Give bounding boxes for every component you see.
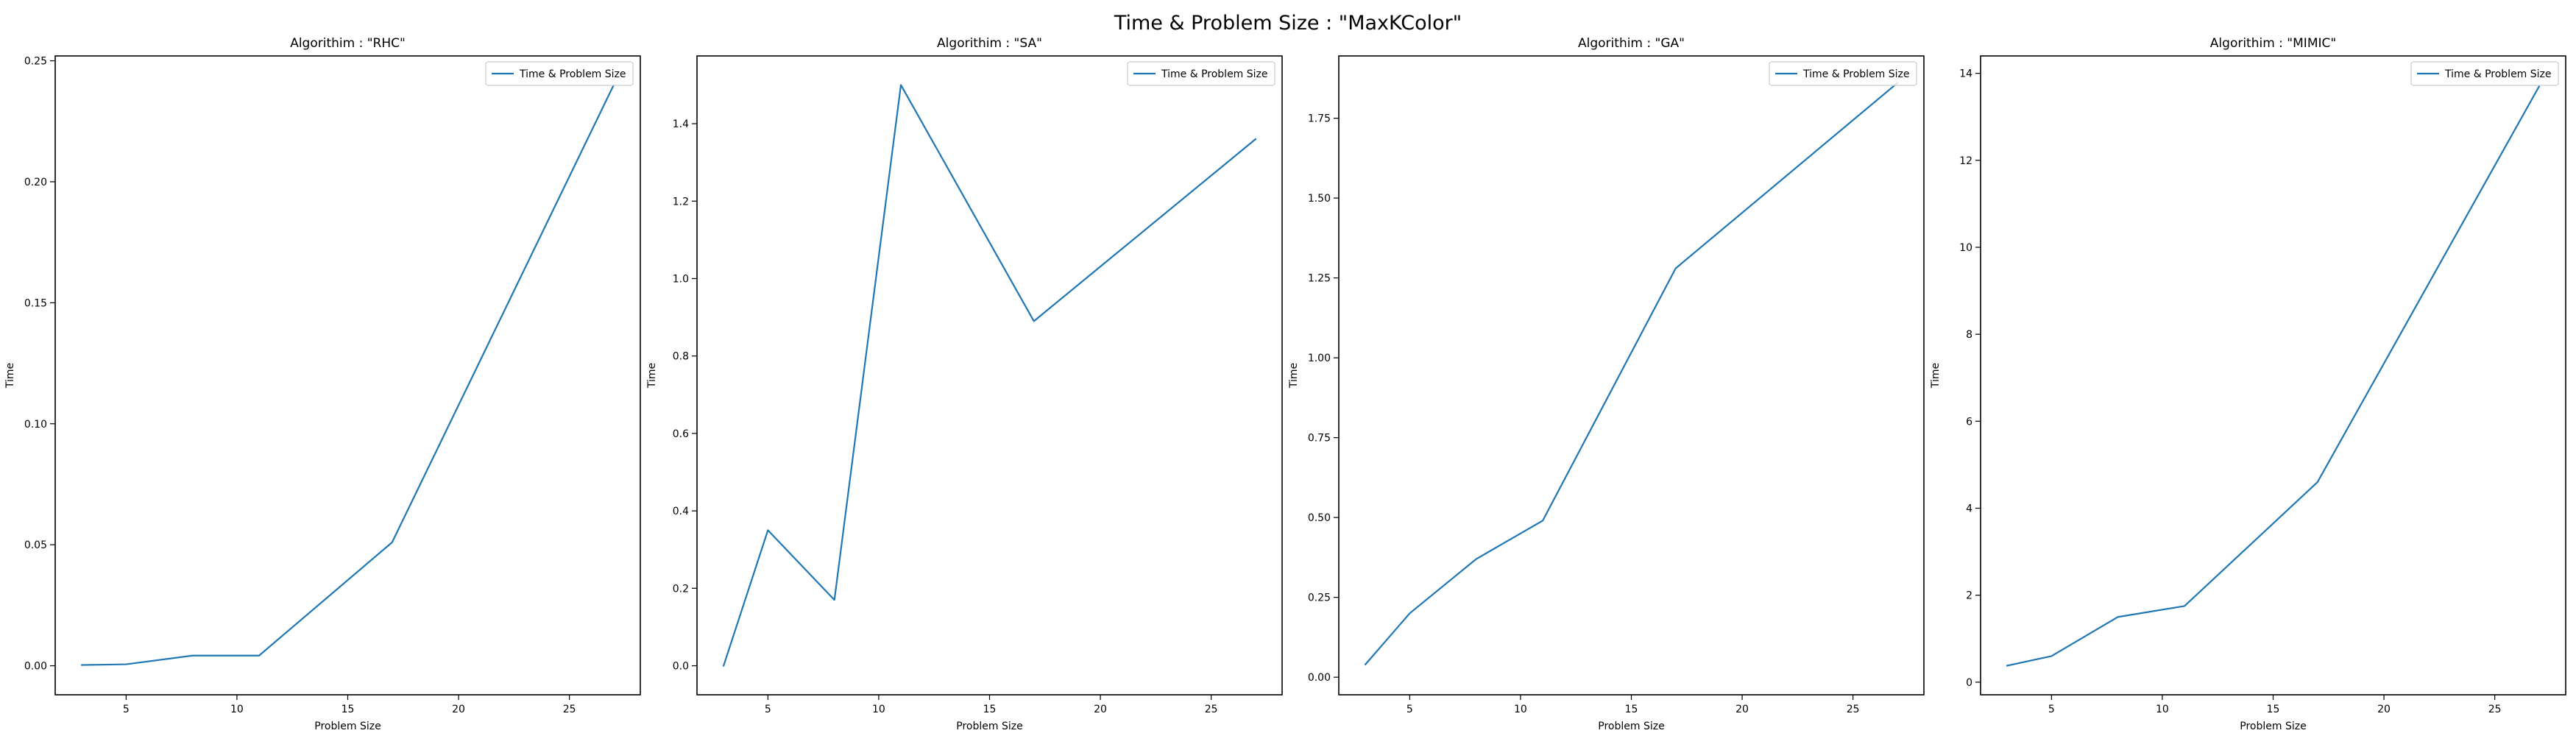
chart-2-ylabel: Time: [1288, 363, 1300, 389]
chart-3-xtick-label-4: 25: [2488, 704, 2502, 715]
chart-0-ytick-label-2: 0.10: [24, 419, 47, 431]
chart-0-title: Algorithim : "RHC": [290, 36, 406, 51]
chart-2-xtick-label-3: 20: [1735, 704, 1749, 715]
chart-0-xtick-label-2: 15: [342, 704, 355, 715]
chart-1-ytick-label-5: 1.0: [673, 273, 689, 285]
chart-1-ytick-label-6: 1.2: [673, 196, 689, 208]
chart-0-legend-label: Time & Problem Size: [519, 68, 626, 80]
chart-2-xlabel: Problem Size: [1598, 721, 1664, 732]
chart-0-xlabel: Problem Size: [314, 721, 381, 732]
subplots: 5 10 15 20 250.000.050.100.150.200.25Problem…: [4, 36, 2566, 732]
chart-1-legend-label: Time & Problem Size: [1161, 68, 1268, 80]
chart-3-legend-label: Time & Problem Size: [2444, 68, 2552, 80]
chart-3-ytick-label-4: 8: [1966, 329, 1972, 341]
chart-0-series-line-0: [81, 83, 615, 666]
chart-3-ytick-label-3: 6: [1966, 416, 1972, 428]
chart-2-xtick-label-1: 10: [1514, 704, 1527, 715]
chart-1-series-line-0: [722, 84, 1257, 667]
chart-2-legend: Time & Problem Size: [1769, 61, 1917, 86]
chart-0-ytick-label-5: 0.25: [24, 56, 47, 68]
chart-0-xtick-label-3: 20: [452, 704, 465, 715]
chart-1-xtick-label-1: 10: [872, 704, 885, 715]
chart-2-ytick-label-7: 1.75: [1308, 113, 1331, 125]
chart-0-xtick-label-4: 25: [563, 704, 576, 715]
chart-3-xtick-label-3: 20: [2377, 704, 2391, 715]
chart-3-legend: Time & Problem Size: [2410, 61, 2559, 86]
chart-3-ytick-label-0: 0: [1966, 677, 1972, 689]
chart-3-xtick-label-0: 5: [2048, 704, 2055, 715]
chart-1-ylabel: Time: [646, 363, 658, 389]
chart-1-xtick-label-4: 25: [1205, 704, 1218, 715]
chart-0-legend-box: [485, 61, 634, 86]
chart-1-ytick-label-4: 0.8: [673, 351, 689, 363]
chart-2-xtick-label-2: 15: [1625, 704, 1638, 715]
chart-1-ytick-label-7: 1.4: [673, 118, 689, 130]
chart-3-series-line-0: [2006, 85, 2541, 667]
chart-0-ytick-label-4: 0.20: [24, 177, 47, 188]
chart-0-ylabel: Time: [4, 363, 16, 389]
chart-3-axes: 5 10 15 20 25 0 2 4 6 8 10 12 14 Problem Size Time Algo…: [1930, 36, 2566, 732]
chart-2-ytick-label-2: 0.50: [1308, 512, 1331, 524]
chart-2-ytick-label-5: 1.25: [1308, 273, 1331, 285]
chart-3-ytick-label-5: 10: [1959, 242, 1972, 254]
chart-2-ytick-label-6: 1.50: [1308, 193, 1331, 205]
chart-3-ytick-label-2: 4: [1966, 503, 1972, 515]
chart-1-xtick-label-0: 5: [765, 704, 771, 715]
chart-3-xlabel: Problem Size: [2240, 721, 2306, 732]
chart-2-legend-label: Time & Problem Size: [1802, 68, 1910, 80]
figure-suptitle: Time & Problem Size : "MaxKColor": [1114, 12, 1462, 35]
chart-3-ylabel: Time: [1930, 363, 1942, 389]
chart-2-title: Algorithim : "GA": [1578, 36, 1685, 51]
chart-2-xtick-label-0: 5: [1406, 704, 1413, 715]
chart-2-ytick-label-3: 0.75: [1308, 433, 1331, 445]
chart-2-legend-box: [1769, 61, 1917, 86]
chart-0-xtick-label-0: 5: [123, 704, 130, 715]
chart-1-xlabel: Problem Size: [956, 721, 1022, 732]
chart-0-legend: Time & Problem Size: [485, 61, 634, 86]
chart-3-xtick-label-1: 10: [2156, 704, 2169, 715]
chart-0-xtick-label-1: 10: [230, 704, 244, 715]
chart-1-ytick-label-3: 0.6: [673, 428, 689, 440]
chart-1-axes: 5 10 15 20 25 0.0 0.2 0.4 0.6 0.8 1.0 1.2 1.4 Problem…: [646, 36, 1283, 732]
chart-2-axes: 5 10 15 20 25 0.00 0.25 0.50 0.75 1.00 1.25 1.50 1.7…: [1288, 36, 1925, 732]
chart-3-legend-box: [2410, 61, 2559, 86]
chart-0-axes: 5 10 15 20 25 0.00 0.05 0.10 0.15 0.20 0.25 Problem…: [4, 36, 641, 732]
chart-1-title: Algorithim : "SA": [937, 36, 1042, 51]
chart-1-xtick-label-3: 20: [1094, 704, 1107, 715]
chart-0-ytick-label-1: 0.05: [24, 539, 47, 551]
chart-1-xtick-label-2: 15: [983, 704, 997, 715]
chart-3-title: Algorithim : "MIMIC": [2210, 36, 2336, 51]
chart-3-ytick-label-6: 12: [1959, 155, 1972, 167]
chart-1-ytick-label-2: 0.4: [673, 506, 689, 517]
chart-3-ytick-label-7: 14: [1959, 68, 1972, 80]
chart-2-xtick-label-4: 25: [1847, 704, 1860, 715]
chart-1-legend: Time & Problem Size: [1127, 61, 1275, 86]
chart-2-ytick-label-0: 0.00: [1308, 672, 1331, 684]
chart-1-ytick-label-0: 0.0: [673, 661, 689, 673]
chart-0-ytick-label-3: 0.15: [24, 297, 47, 309]
chart-1-legend-box: [1127, 61, 1275, 86]
chart-2-ytick-label-4: 1.00: [1308, 353, 1331, 364]
chart-3-ytick-label-1: 2: [1966, 590, 1972, 602]
chart-2-series-line-0: [1364, 82, 1899, 666]
chart-1-ytick-label-1: 0.2: [673, 583, 689, 595]
chart-0-ytick-label-0: 0.00: [24, 661, 47, 673]
chart-2-ytick-label-1: 0.25: [1308, 592, 1331, 604]
chart-3-xtick-label-2: 15: [2267, 704, 2280, 715]
